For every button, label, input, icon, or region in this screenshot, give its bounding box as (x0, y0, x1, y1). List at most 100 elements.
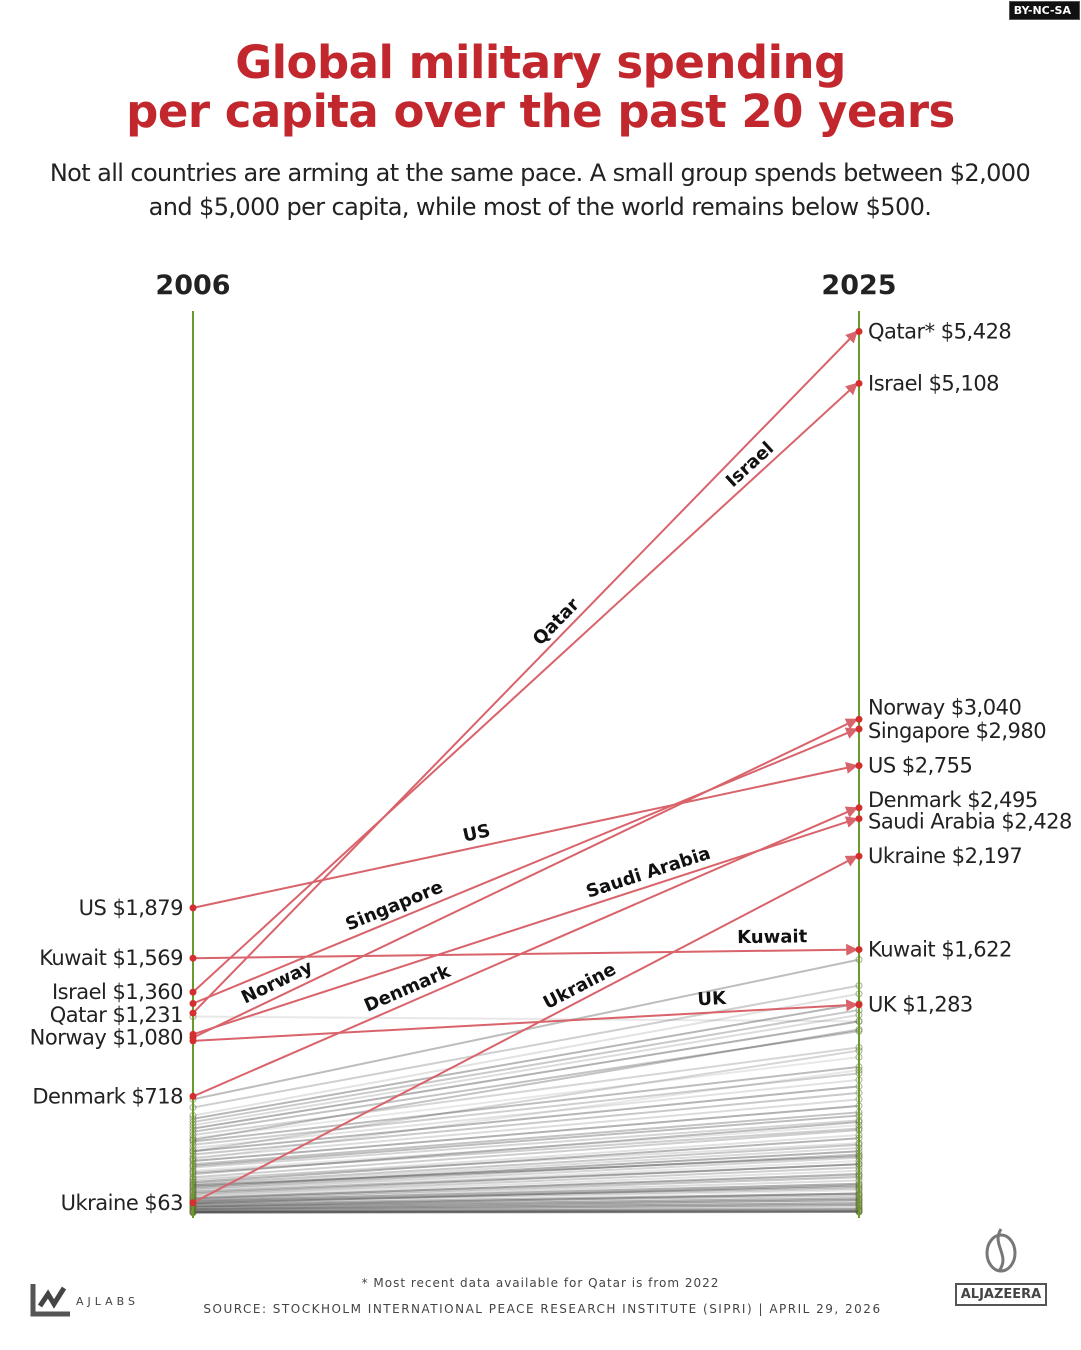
license-badge[interactable]: BY-NC-SA (1008, 1, 1080, 20)
value-label-2006: Denmark $718 (32, 1084, 183, 1108)
other-country-line (192, 1203, 860, 1211)
other-country-line (192, 1065, 860, 1143)
source-note: SOURCE: STOCKHOLM INTERNATIONAL PEACE RE… (203, 1302, 882, 1316)
other-country-line (192, 1192, 860, 1206)
line-label: US (461, 820, 492, 846)
dot-2006 (189, 1030, 197, 1038)
other-country-line (192, 1002, 860, 1120)
dot-2025 (855, 1001, 863, 1009)
other-country-line (192, 1020, 860, 1130)
value-label-2025: US $2,755 (868, 754, 972, 778)
other-country-line (192, 1124, 860, 1172)
line-us (192, 761, 859, 909)
other-country-line (192, 1160, 860, 1193)
other-country-line (192, 1205, 860, 1212)
other-country-line (192, 1207, 860, 1213)
other-country-line (192, 1156, 860, 1192)
other-country-line (192, 1182, 860, 1202)
dot-2006 (189, 1000, 197, 1008)
other-country-line (192, 1137, 860, 1184)
other-country-line (192, 1134, 860, 1182)
other-country-line (192, 1119, 860, 1169)
other-country-line (192, 1195, 860, 1207)
value-label-2006: Norway $1,080 (30, 1026, 183, 1050)
other-country-line (192, 1210, 860, 1214)
other-country-line (192, 1203, 860, 1212)
other-country-line (192, 1013, 860, 1127)
other-country-line (192, 984, 860, 1109)
other-country-line (192, 1211, 860, 1214)
other-country-line (192, 1111, 860, 1166)
other-country-line (192, 1085, 860, 1153)
other-country-line (192, 1192, 860, 1208)
other-country-line (192, 1199, 860, 1210)
other-country-line (192, 1114, 860, 1167)
aljazeera-logo: ALJAZEERA (955, 1225, 1047, 1306)
other-country-line (192, 1166, 860, 1197)
dot-2006 (189, 904, 197, 912)
value-label-2025: Israel $5,108 (868, 371, 999, 395)
other-country-line (192, 1173, 860, 1200)
dot-2006 (189, 988, 197, 996)
other-country-line (192, 1210, 860, 1214)
other-country-line (192, 1104, 860, 1163)
other-country-line (192, 1143, 860, 1185)
other-country-line (192, 1147, 860, 1187)
dot-2006 (189, 1009, 197, 1017)
value-label-2025: Denmark $2,495 (868, 788, 1038, 812)
ajlabs-logo: AJLABS (30, 1282, 139, 1318)
dot-2025 (855, 327, 863, 335)
other-country-line (192, 1129, 860, 1179)
value-label-2025: UK $1,283 (868, 993, 973, 1017)
dot-2006 (189, 1037, 197, 1045)
other-country-line (192, 1179, 860, 1202)
other-country-line (192, 1174, 860, 1199)
other-country-line (192, 1210, 860, 1214)
dot-2025 (855, 715, 863, 723)
value-label-2006: Israel $1,360 (52, 980, 183, 1004)
aljazeera-wordmark: ALJAZEERA (955, 1283, 1047, 1306)
ajlabs-chart-icon (30, 1284, 70, 1317)
line-label: UK (697, 988, 728, 1011)
other-country-line (192, 1169, 860, 1198)
other-country-line (192, 1187, 860, 1204)
footnote: * Most recent data available for Qatar i… (361, 1276, 720, 1290)
other-country-line (192, 1153, 860, 1190)
value-label-2025: Ukraine $2,197 (868, 844, 1022, 868)
other-country-line (192, 1028, 860, 1141)
dot-2025 (855, 804, 863, 812)
value-label-2025: Kuwait $1,622 (868, 938, 1012, 962)
title-line-1: Global military spending (235, 36, 846, 89)
other-country-line (192, 1098, 860, 1159)
other-country-line (192, 1142, 860, 1180)
value-label-2025: Norway $3,040 (868, 695, 1021, 719)
value-label-2006: Ukraine $63 (61, 1191, 183, 1215)
x-label-2006: 2006 (155, 270, 230, 301)
other-country-line (192, 1078, 860, 1150)
other-country-line (192, 1184, 860, 1205)
other-country-line (192, 1056, 860, 1140)
other-country-line (192, 1197, 860, 1208)
line-uk (192, 999, 859, 1042)
other-country-line (192, 1049, 860, 1153)
line-kuwait (192, 943, 859, 960)
other-country-line (192, 1121, 860, 1176)
line-saudi-arabia (192, 816, 859, 1036)
line-denmark (192, 806, 859, 1098)
other-country-line (192, 1127, 860, 1174)
other-country-line (192, 1208, 860, 1213)
other-country-line (192, 1163, 860, 1195)
chart-subtitle: Not all countries are arming at the same… (49, 159, 1031, 221)
other-country-line (192, 1030, 860, 1133)
dot-2025 (855, 852, 863, 860)
other-country-line (192, 1194, 860, 1206)
dot-2025 (855, 946, 863, 954)
other-country-line (192, 1150, 860, 1189)
dot-2025 (855, 725, 863, 733)
other-country-line (192, 1009, 860, 1124)
other-country-line (192, 1189, 860, 1205)
dot-2025 (855, 762, 863, 770)
dot-2025 (855, 379, 863, 387)
